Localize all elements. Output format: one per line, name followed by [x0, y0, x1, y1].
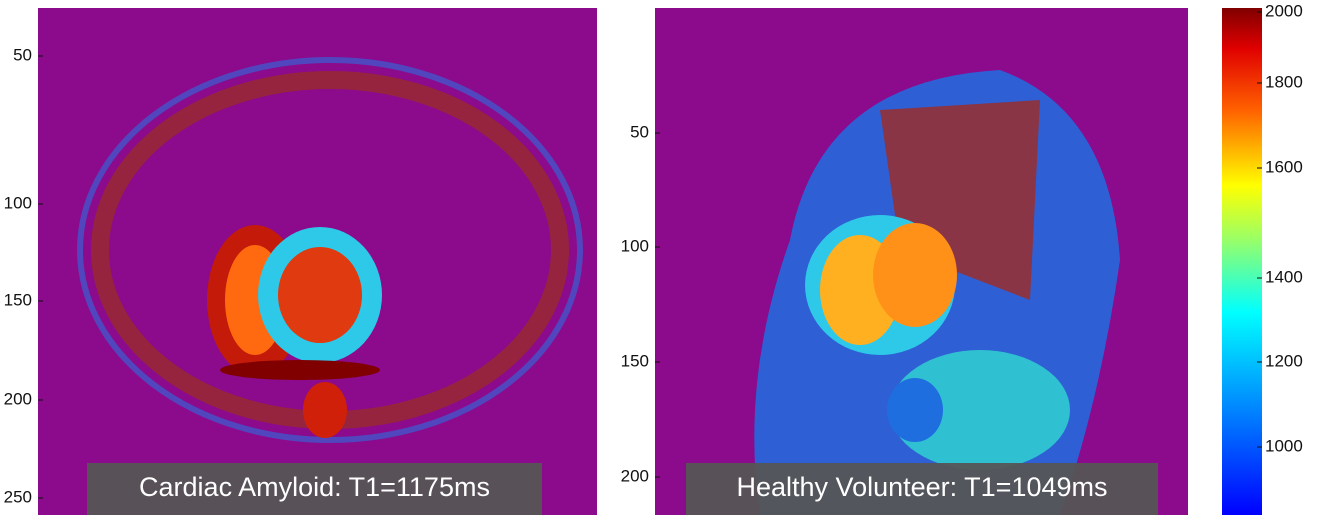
left-image: [38, 8, 597, 515]
y-tick-label: 200: [4, 389, 32, 408]
colorbar-tick-label: 1000: [1265, 436, 1303, 455]
caption: Cardiac Amyloid: T1=1175ms: [139, 472, 490, 502]
colorbar: [1222, 8, 1262, 515]
right-image: [655, 8, 1188, 515]
y-tick-label: 50: [13, 45, 32, 64]
y-tick-label: 150: [4, 290, 32, 309]
colorbar-tick-label: 1600: [1265, 157, 1303, 176]
y-tick-label: 200: [621, 466, 649, 485]
colorbar-tick-label: 1400: [1265, 267, 1303, 286]
page: 50 100 150 200 250 Cardiac Amyloid: T1=1175ms…: [0, 0, 1331, 515]
y-tick-label: 50: [630, 122, 649, 141]
colorbar-tick-label: 2000: [1265, 1, 1303, 20]
y-tick-label: 100: [4, 193, 32, 212]
y-tick-label: 250: [4, 487, 32, 506]
colorbar-tick-label: 1800: [1265, 72, 1303, 91]
caption: Healthy Volunteer: T1=1049ms: [737, 472, 1108, 502]
y-tick-label: 150: [621, 351, 649, 370]
colorbar-tick-label: 1200: [1265, 351, 1303, 370]
y-tick-label: 100: [621, 236, 649, 255]
figure: 50 100 150 200 250 Cardiac Amyloid: T1=1175ms…: [0, 0, 1331, 515]
